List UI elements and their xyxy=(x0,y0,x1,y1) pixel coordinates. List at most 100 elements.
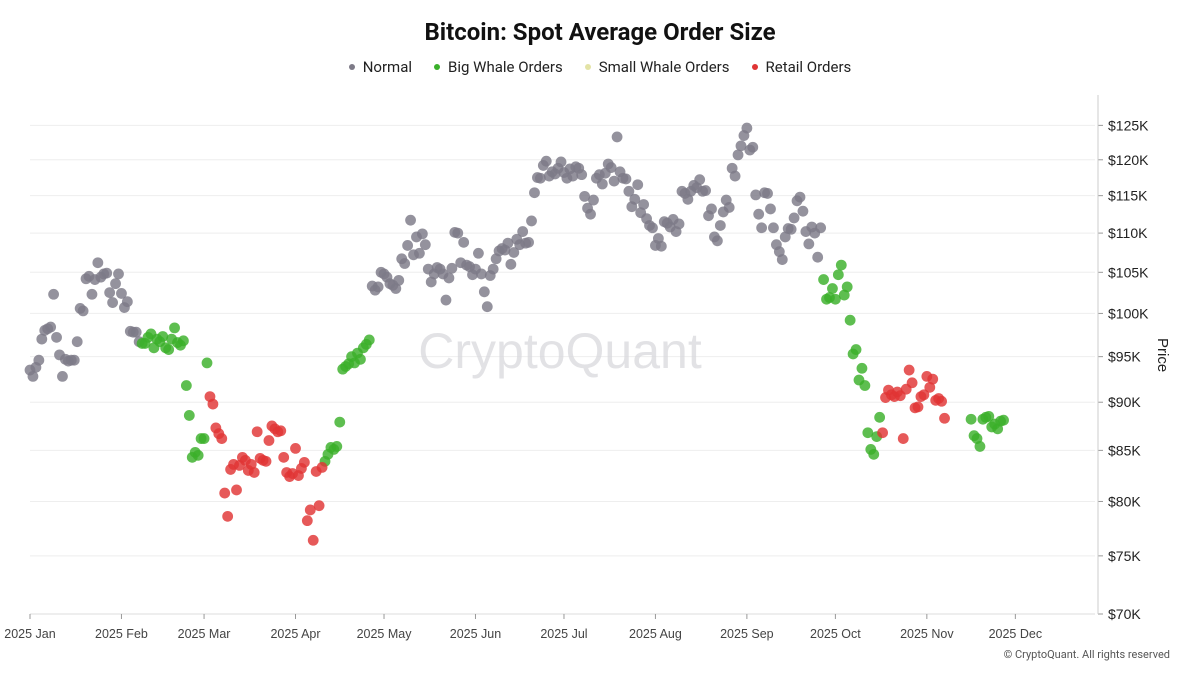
data-point xyxy=(458,236,470,248)
data-point xyxy=(27,370,39,382)
data-point xyxy=(785,223,797,235)
x-tick-label: 2025 Feb xyxy=(95,627,148,641)
data-point xyxy=(508,247,520,258)
data-point xyxy=(850,344,862,355)
y-tick-label: $85K xyxy=(1108,442,1141,458)
series-normal xyxy=(24,122,827,382)
data-point xyxy=(797,205,809,217)
data-point xyxy=(936,395,947,407)
legend-marker xyxy=(348,64,355,70)
data-point xyxy=(723,202,735,213)
data-point xyxy=(588,194,599,206)
legend-marker xyxy=(584,64,591,70)
data-point xyxy=(765,203,776,215)
data-point xyxy=(475,268,487,280)
data-point xyxy=(452,227,464,239)
data-point xyxy=(419,239,431,251)
legend-item-normal[interactable]: Normal xyxy=(348,58,412,76)
data-point xyxy=(443,272,455,284)
data-point xyxy=(414,247,425,259)
legend-label: Big Whale Orders xyxy=(448,58,563,76)
data-point xyxy=(735,140,747,152)
data-point xyxy=(623,185,635,197)
data-point xyxy=(655,240,667,252)
data-point xyxy=(585,208,596,220)
data-point xyxy=(859,380,871,391)
data-point xyxy=(502,237,514,249)
data-point xyxy=(110,278,121,290)
data-point xyxy=(331,441,343,452)
data-point xyxy=(756,222,768,234)
data-point xyxy=(113,268,124,280)
data-point xyxy=(768,222,779,234)
data-point xyxy=(121,296,133,308)
data-point xyxy=(608,175,620,187)
data-point xyxy=(275,425,287,437)
y-tick-label: $95K xyxy=(1108,349,1141,365)
series-retail-orders xyxy=(204,364,950,546)
legend-item-small-whale-orders[interactable]: Small Whale Orders xyxy=(584,58,730,76)
data-point xyxy=(647,222,658,234)
data-point xyxy=(301,515,313,527)
data-point xyxy=(473,247,484,259)
data-point xyxy=(918,389,930,401)
data-point xyxy=(555,156,567,168)
data-point xyxy=(33,354,45,366)
legend-label: Small Whale Orders xyxy=(598,58,730,76)
y-tick-label: $80K xyxy=(1108,493,1141,509)
series-big-whale-orders xyxy=(136,259,1009,467)
data-point xyxy=(818,274,829,285)
data-point xyxy=(620,173,632,185)
data-point xyxy=(579,190,591,202)
data-point xyxy=(874,411,886,423)
data-point xyxy=(897,433,909,444)
y-tick-label: $120K xyxy=(1108,152,1149,168)
data-point xyxy=(216,433,228,444)
data-point xyxy=(207,398,219,410)
data-point xyxy=(856,362,868,374)
data-point xyxy=(390,283,402,294)
data-point xyxy=(180,380,192,391)
chart-title: Bitcoin: Spot Average Order Size xyxy=(424,18,776,46)
y-axis-label: Price xyxy=(1154,338,1171,372)
data-point xyxy=(92,257,104,269)
data-point xyxy=(638,199,650,210)
data-point xyxy=(729,170,741,182)
data-point xyxy=(965,413,977,425)
legend-marker xyxy=(751,64,758,70)
legend-item-big-whale-orders[interactable]: Big Whale Orders xyxy=(434,58,563,76)
data-point xyxy=(862,427,874,439)
data-point xyxy=(290,443,301,454)
data-point xyxy=(487,263,499,275)
data-point xyxy=(877,427,888,439)
data-point xyxy=(706,203,717,215)
legend-label: Retail Orders xyxy=(765,58,852,76)
data-point xyxy=(36,333,48,345)
data-point xyxy=(481,301,493,313)
data-point xyxy=(157,331,169,342)
y-tick-label: $70K xyxy=(1108,606,1141,622)
data-point xyxy=(169,322,180,334)
data-point xyxy=(750,189,762,201)
x-tick-label: 2025 Jun xyxy=(450,627,501,641)
data-point xyxy=(313,500,325,512)
legend-item-retail-orders[interactable]: Retail Orders xyxy=(751,58,852,76)
data-point xyxy=(779,231,791,243)
data-point xyxy=(372,281,384,293)
data-point xyxy=(983,410,995,422)
data-point xyxy=(632,179,644,191)
data-point xyxy=(416,228,428,240)
x-tick-label: 2025 May xyxy=(357,627,413,641)
data-point xyxy=(829,293,841,305)
data-point xyxy=(307,534,319,546)
data-point xyxy=(446,262,458,274)
data-point xyxy=(529,187,540,199)
data-point xyxy=(278,451,290,463)
data-point xyxy=(629,193,641,205)
data-point xyxy=(116,288,127,299)
data-point xyxy=(231,484,242,496)
data-point xyxy=(251,426,263,438)
x-tick-label: 2025 Sep xyxy=(720,627,774,641)
data-point xyxy=(868,448,880,460)
data-point xyxy=(399,258,411,269)
